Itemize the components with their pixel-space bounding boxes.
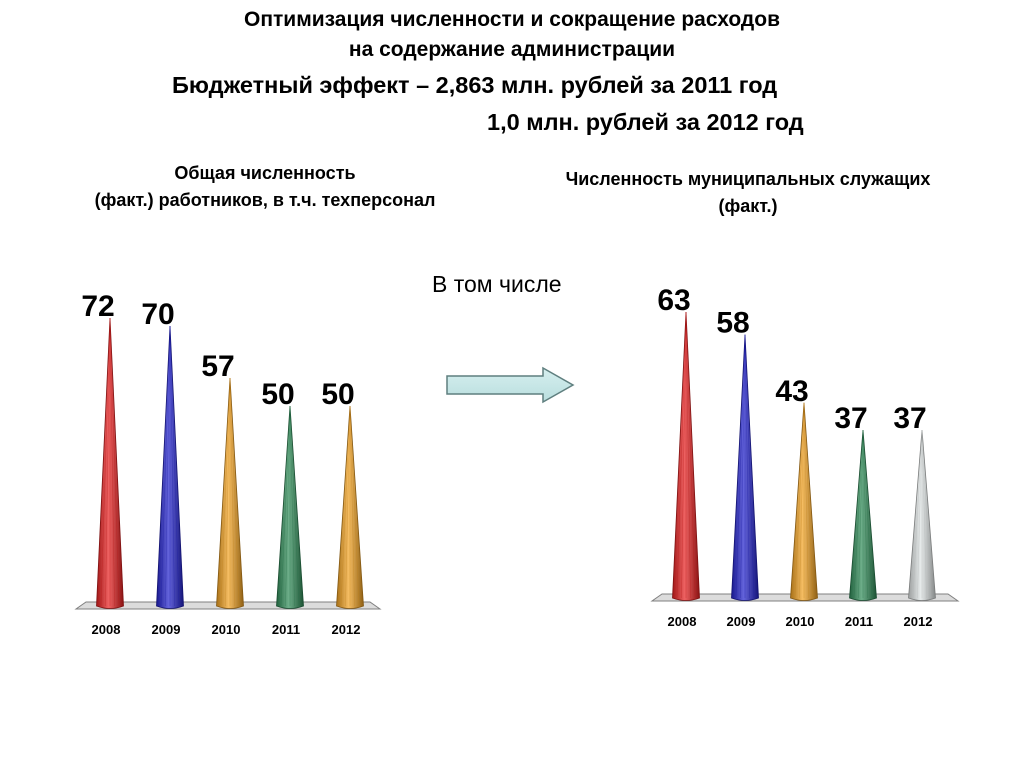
left-chart-bar-texture (289, 405, 300, 607)
right-chart-tick-label-2011: 2011 (845, 614, 873, 629)
right-chart-bar-texture (740, 334, 746, 599)
page-title-line2: на содержание администрации (348, 38, 676, 61)
left-chart-bar-texture (220, 377, 231, 607)
right-chart-bar-texture (921, 430, 927, 599)
right-chart-value-label-2012: 37 (893, 402, 926, 435)
left-chart-bar-texture (349, 405, 355, 607)
right-chart-bar-texture (862, 430, 868, 599)
left-chart-tick-label-2012: 2012 (332, 622, 361, 637)
left-chart-bar-texture (280, 405, 291, 607)
left-chart-bar-texture (100, 317, 111, 607)
left-chart: 72 2008 70 2009 57 2010 50 2011 50 2012 (74, 290, 382, 637)
left-chart-title-line2: (факт.) работников, в т.ч. техперсонал (94, 190, 436, 210)
right-chart-bar-texture (921, 430, 932, 599)
left-chart-title: Общая численность (факт.) работников, в … (20, 160, 510, 214)
middle-note: В том числе (432, 271, 562, 297)
left-chart-bar-texture (109, 317, 115, 607)
left-chart-tick-label-2011: 2011 (272, 622, 300, 637)
right-chart-bar-texture (681, 311, 687, 599)
left-chart-value-label-2010: 57 (201, 350, 234, 383)
right-chart-bar-texture (744, 334, 750, 599)
left-chart-bar-texture (165, 325, 171, 607)
left-chart-title-line1: Общая численность (174, 163, 356, 183)
left-chart-bar-texture (349, 405, 360, 607)
right-chart: 63 2008 58 2009 43 2010 37 2011 37 2012 (650, 284, 960, 629)
left-chart-bar-texture (169, 325, 180, 607)
left-chart-bar-texture (285, 405, 291, 607)
page-title-line1: Оптимизация численности и сокращение рас… (243, 8, 780, 31)
left-chart-value-label-2011: 50 (261, 378, 294, 411)
budget-effect-2011: Бюджетный эффект – 2,863 млн. рублей за … (172, 72, 778, 98)
right-chart-bar-texture (744, 334, 755, 599)
left-chart-tick-label-2010: 2010 (212, 622, 241, 637)
left-chart-bar-texture (160, 325, 171, 607)
right-chart-tick-label-2009: 2009 (727, 614, 756, 629)
right-chart-bar-texture (803, 402, 814, 599)
right-chart-bar-texture (912, 430, 923, 599)
right-chart-tick-label-2008: 2008 (668, 614, 697, 629)
right-chart-title: Численность муниципальных служащих (факт… (508, 166, 988, 220)
right-arrow-icon (446, 366, 575, 404)
left-chart-bar-texture (229, 377, 235, 607)
left-chart-bar-texture (289, 405, 295, 607)
right-chart-bar-texture (799, 402, 805, 599)
right-chart-value-label-2011: 37 (834, 402, 867, 435)
left-chart-tick-label-2009: 2009 (152, 622, 181, 637)
right-chart-value-label-2008: 63 (657, 284, 690, 317)
right-chart-bar-texture (858, 430, 864, 599)
right-chart-bar-texture (917, 430, 923, 599)
right-chart-bar-texture (685, 311, 696, 599)
left-chart-bar-texture (345, 405, 351, 607)
budget-effect-2012: 1,0 млн. рублей за 2012 год (487, 109, 804, 135)
left-chart-value-label-2008: 72 (81, 290, 114, 323)
right-chart-tick-label-2012: 2012 (904, 614, 933, 629)
left-chart-bar-texture (340, 405, 351, 607)
left-chart-bar-texture (229, 377, 240, 607)
right-chart-title-line2: (факт.) (718, 196, 778, 216)
left-chart-tick-label-2008: 2008 (92, 622, 121, 637)
left-chart-bar-texture (169, 325, 175, 607)
right-chart-bar-texture (685, 311, 691, 599)
right-chart-bar-texture (853, 430, 864, 599)
right-chart-bar-texture (735, 334, 746, 599)
right-chart-bar-texture (794, 402, 805, 599)
right-chart-value-label-2010: 43 (775, 375, 808, 408)
left-chart-value-label-2009: 70 (141, 298, 174, 331)
left-chart-bar-texture (109, 317, 120, 607)
left-chart-value-label-2012: 50 (321, 378, 354, 411)
right-chart-bar-texture (862, 430, 873, 599)
right-chart-bar-texture (803, 402, 809, 599)
right-chart-value-label-2009: 58 (716, 307, 749, 340)
left-chart-bar-texture (225, 377, 231, 607)
right-chart-tick-label-2010: 2010 (786, 614, 815, 629)
right-chart-title-line1: Численность муниципальных служащих (565, 169, 931, 189)
right-chart-bar-texture (676, 311, 687, 599)
left-chart-bar-texture (105, 317, 111, 607)
